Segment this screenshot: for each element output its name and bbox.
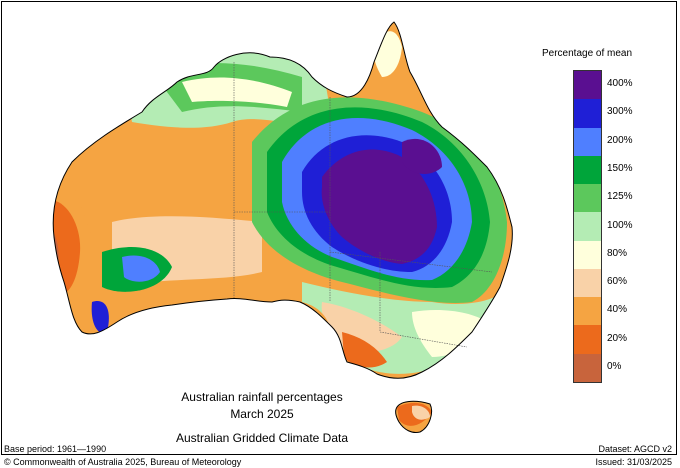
legend-swatch bbox=[574, 212, 601, 242]
legend-label: 125% bbox=[607, 191, 633, 203]
legend-label: 60% bbox=[607, 276, 628, 288]
map-period: March 2025 bbox=[230, 407, 294, 421]
map-frame: Australian rainfall percentages March 20… bbox=[1, 1, 677, 455]
legend-label: 200% bbox=[607, 134, 633, 146]
legend-label: 0% bbox=[607, 360, 622, 372]
legend-swatch bbox=[574, 353, 601, 383]
legend-swatch bbox=[574, 99, 601, 129]
legend-swatch bbox=[574, 184, 601, 213]
legend-label: 20% bbox=[607, 332, 628, 344]
legend-label: 100% bbox=[607, 219, 633, 231]
legend-title: Percentage of mean bbox=[542, 48, 633, 59]
map-dataset-title: Australian Gridded Climate Data bbox=[175, 431, 349, 445]
legend-label: 40% bbox=[607, 304, 628, 316]
legend-label: 400% bbox=[607, 78, 633, 90]
map-title: Australian rainfall percentages bbox=[181, 390, 343, 404]
base-period: Base period: 1961—1990 bbox=[4, 444, 107, 454]
legend-swatch bbox=[574, 325, 601, 355]
legend-swatch bbox=[574, 240, 601, 270]
legend-swatch bbox=[574, 71, 601, 100]
legend-swatch bbox=[574, 155, 601, 185]
legend-swatch bbox=[574, 297, 601, 326]
legend-label: 80% bbox=[607, 247, 628, 259]
australia-rainfall-map bbox=[52, 21, 513, 433]
copyright: © Commonwealth of Australia 2025, Bureau… bbox=[4, 457, 242, 467]
dataset-label: Dataset: AGCD v2 bbox=[598, 444, 672, 454]
coastline bbox=[52, 21, 513, 433]
legend-swatch bbox=[574, 268, 601, 298]
legend-color-bar bbox=[573, 70, 602, 383]
legend-label: 150% bbox=[607, 162, 633, 174]
legend-swatch bbox=[574, 127, 601, 157]
state-borders bbox=[233, 62, 493, 348]
legend-label: 300% bbox=[607, 106, 633, 118]
issued-date: Issued: 31/03/2025 bbox=[595, 457, 672, 467]
